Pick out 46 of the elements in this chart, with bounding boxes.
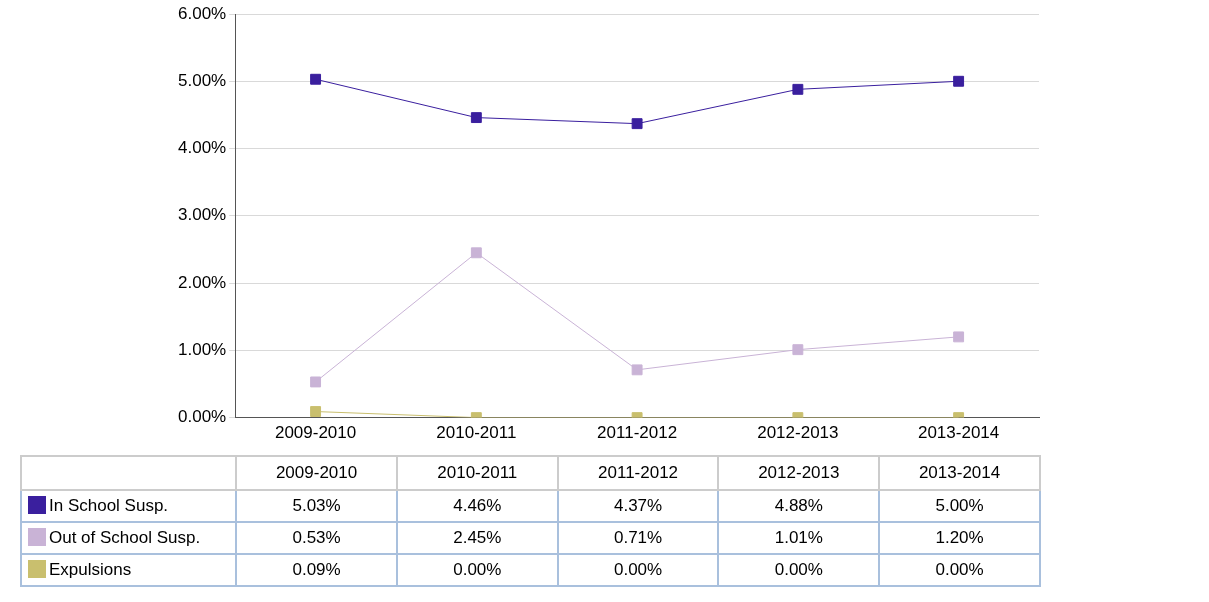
point [953, 331, 965, 343]
category-label: 2010-2011 [437, 463, 518, 482]
data-label: 4.37% [557, 490, 719, 522]
x-tick-label: 2010-2011 [436, 423, 517, 443]
y-tick-label: 6.00% [178, 3, 227, 23]
point [631, 364, 643, 376]
category-label: 2013-2014 [918, 463, 1001, 482]
data-label: 0.00% [557, 554, 719, 586]
point [470, 247, 482, 259]
legend-label: In School Susp. [21, 490, 237, 522]
y-tick-label: 4.00% [178, 138, 227, 158]
data-label: 4.88% [718, 490, 880, 522]
point [310, 376, 322, 388]
category-label: 2012-2013 [758, 463, 840, 482]
point [792, 344, 804, 356]
x-tick-label: 2011-2012 [597, 423, 678, 443]
legend-label: Expulsions [21, 554, 237, 586]
category-label: 2009-2010 [275, 463, 358, 482]
data-label: 5.03% [236, 490, 397, 522]
y-tick-label: 1.00% [178, 340, 227, 360]
y-tick-label: 0.00% [178, 407, 227, 427]
data-label: 2.45% [396, 522, 558, 554]
data-label: 0.00% [879, 554, 1040, 586]
data-label: 0.09% [236, 554, 397, 586]
data-label: 5.00% [879, 490, 1040, 522]
x-tick-label: 2013-2014 [917, 423, 1000, 443]
data-label: 4.46% [396, 490, 558, 522]
x-tick-label: 2012-2013 [757, 423, 839, 443]
point [631, 118, 643, 130]
category-label: 2011-2012 [598, 463, 679, 482]
point [470, 112, 482, 124]
data-label: 0.00% [396, 554, 558, 586]
x-tick-label: 2009-2010 [274, 423, 357, 443]
point [310, 73, 322, 85]
data-label: 0.71% [557, 522, 719, 554]
y-tick-label: 3.00% [178, 205, 227, 225]
data-label: 1.01% [718, 522, 880, 554]
legend-label: Out of School Susp. [21, 522, 237, 554]
data-label: 0.00% [718, 554, 880, 586]
point [792, 83, 804, 95]
data-label: 0.53% [236, 522, 397, 554]
data-label: 1.20% [879, 522, 1040, 554]
point [310, 406, 322, 417]
y-tick-label: 2.00% [178, 272, 227, 292]
y-tick-label: 5.00% [178, 70, 227, 90]
point [953, 75, 965, 87]
